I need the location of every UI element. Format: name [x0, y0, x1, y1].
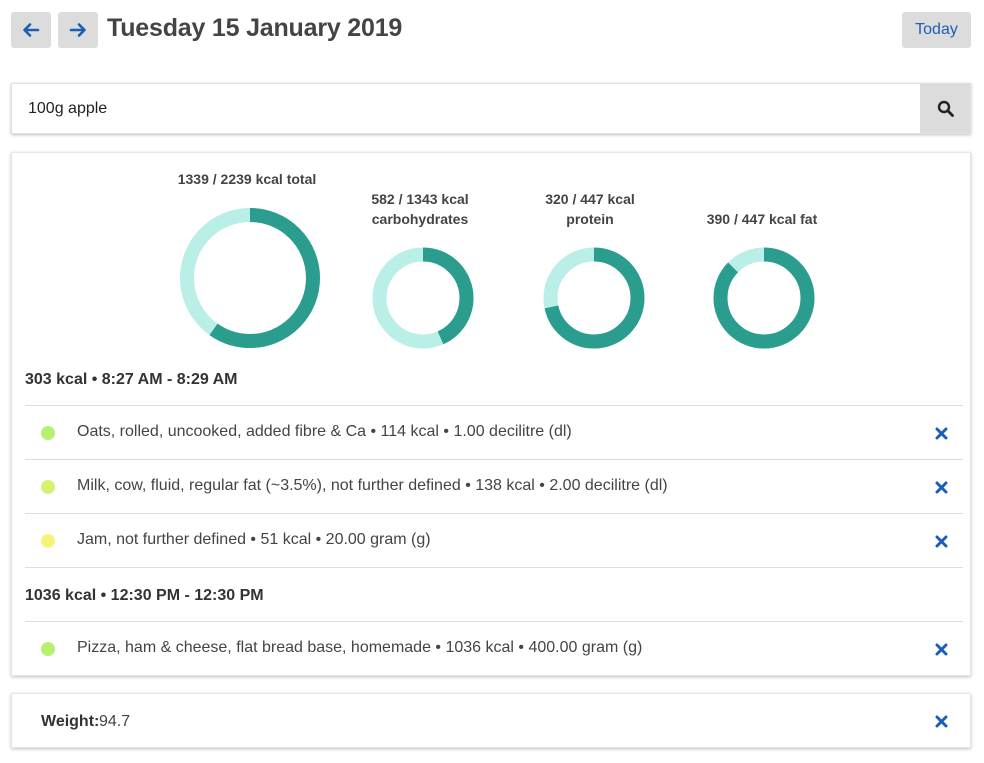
food-entry-text: Oats, rolled, uncooked, added fibre & Ca…	[77, 423, 572, 440]
food-entry: Pizza, ham & cheese, flat bread base, ho…	[25, 621, 963, 675]
arrow-right-icon	[69, 23, 86, 37]
food-entry-text: Jam, not further defined • 51 kcal • 20.…	[77, 531, 431, 548]
divider	[25, 567, 963, 568]
nutrition-indicator-dot	[41, 642, 55, 656]
donut-progress-arc	[180, 208, 320, 348]
weight-label: Weight:	[41, 713, 100, 730]
previous-day-button[interactable]	[11, 12, 51, 48]
protein-chart-label: 320 / 447 kcal protein	[545, 191, 635, 227]
today-button[interactable]: Today	[902, 12, 971, 48]
diary-card: 1339 / 2239 kcal total 582 / 1343 kcal c…	[11, 152, 971, 676]
search-input[interactable]	[12, 84, 921, 133]
food-entry-text: Pizza, ham & cheese, flat bread base, ho…	[77, 639, 643, 656]
close-icon	[935, 427, 947, 439]
delete-weight-button[interactable]	[931, 711, 951, 731]
close-icon	[935, 481, 947, 493]
protein-donut	[543, 247, 645, 349]
carbohydrates-chart-label: 582 / 1343 kcal carbohydrates	[371, 191, 469, 227]
close-icon	[935, 715, 947, 727]
food-entry-text: Milk, cow, fluid, regular fat (~3.5%), n…	[77, 477, 668, 494]
food-entry: Oats, rolled, uncooked, added fibre & Ca…	[25, 405, 963, 459]
search-button[interactable]	[920, 84, 970, 133]
weight-card: Weight: 94.7	[11, 693, 971, 748]
close-icon	[935, 535, 947, 547]
donut-progress-arc	[713, 247, 815, 349]
delete-entry-button[interactable]	[931, 639, 951, 659]
delete-entry-button[interactable]	[931, 477, 951, 497]
food-entry: Milk, cow, fluid, regular fat (~3.5%), n…	[25, 459, 963, 513]
delete-entry-button[interactable]	[931, 423, 951, 443]
fat-donut	[713, 247, 815, 349]
close-icon	[935, 643, 947, 655]
donut-progress-arc	[543, 247, 645, 349]
total-kcal-donut	[180, 208, 320, 348]
search-icon	[937, 100, 954, 117]
next-day-button[interactable]	[58, 12, 98, 48]
fat-chart-label: 390 / 447 kcal fat	[706, 211, 818, 227]
carbohydrates-donut	[372, 247, 474, 349]
meal-header: 1036 kcal • 12:30 PM - 12:30 PM	[25, 587, 264, 604]
meal-header: 303 kcal • 8:27 AM - 8:29 AM	[25, 371, 238, 388]
total-chart-label: 1339 / 2239 kcal total	[177, 171, 317, 187]
nutrition-indicator-dot	[41, 480, 55, 494]
weight-value: 94.7	[99, 713, 131, 730]
page-title: Tuesday 15 January 2019	[107, 14, 403, 42]
food-entry: Jam, not further defined • 51 kcal • 20.…	[25, 513, 963, 567]
nutrition-indicator-dot	[41, 426, 55, 440]
donut-progress-arc	[372, 247, 474, 349]
search-bar	[11, 83, 971, 134]
nutrition-indicator-dot	[41, 534, 55, 548]
delete-entry-button[interactable]	[931, 531, 951, 551]
arrow-left-icon	[23, 23, 40, 37]
